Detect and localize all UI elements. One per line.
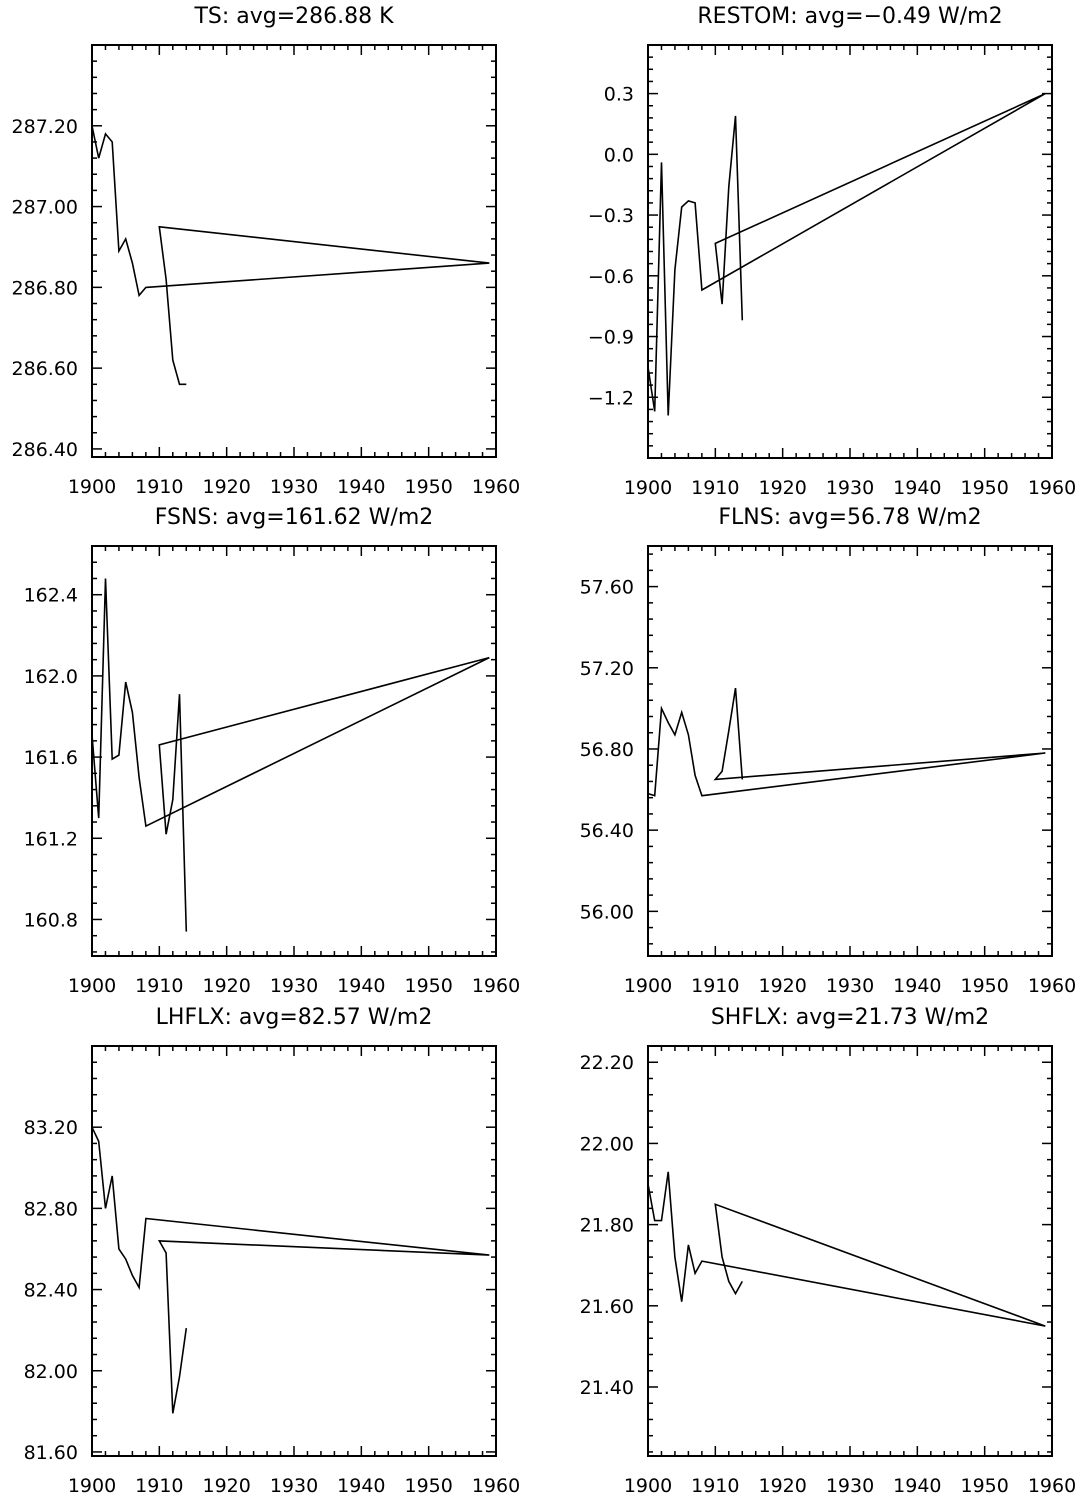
x-tick-label: 1930 bbox=[270, 975, 318, 997]
series-line-lhflx bbox=[91, 1126, 490, 1414]
y-tick-label: 81.60 bbox=[24, 1442, 78, 1464]
x-tick-label: 1930 bbox=[270, 1475, 318, 1494]
x-tick-label: 1900 bbox=[68, 975, 116, 997]
x-tick-label: 1900 bbox=[624, 975, 672, 997]
x-tick-label: 1950 bbox=[960, 1475, 1008, 1494]
x-tick-label: 1920 bbox=[758, 975, 806, 997]
plot-frame bbox=[91, 1045, 497, 1457]
y-tick-label: −0.3 bbox=[588, 205, 634, 227]
x-tick-label: 1920 bbox=[202, 1475, 250, 1494]
x-tick-label: 1950 bbox=[404, 1475, 452, 1494]
chart-title: FSNS: avg=161.62 W/m2 bbox=[155, 505, 434, 530]
chart-panel-6: SHFLX: avg=21.73 W/m2 1900 1910 1920 1930 194… bbox=[580, 1005, 1077, 1494]
y-tick-label: 21.80 bbox=[580, 1215, 634, 1237]
x-tick-label: 1920 bbox=[202, 975, 250, 997]
y-tick-label: 287.20 bbox=[12, 116, 78, 138]
x-tick-label: 1950 bbox=[404, 975, 452, 997]
x-tick-label: 1920 bbox=[202, 476, 250, 498]
y-tick-label: 161.6 bbox=[24, 747, 78, 769]
x-tick-label: 1960 bbox=[1028, 1475, 1076, 1494]
y-tick-label: 162.0 bbox=[24, 666, 78, 688]
x-tick-label: 1920 bbox=[758, 477, 806, 499]
y-tick-label: 57.20 bbox=[580, 658, 634, 680]
x-tick-label: 1960 bbox=[472, 1475, 520, 1494]
chart-title: SHFLX: avg=21.73 W/m2 bbox=[711, 1005, 989, 1030]
x-tick-label: 1900 bbox=[68, 476, 116, 498]
x-tick-label: 1950 bbox=[404, 476, 452, 498]
x-tick-label: 1960 bbox=[472, 975, 520, 997]
x-tick-label: 1940 bbox=[893, 975, 941, 997]
plot-frame bbox=[91, 44, 497, 458]
y-tick-label: 82.00 bbox=[24, 1361, 78, 1383]
y-tick-label: 0.3 bbox=[604, 84, 634, 106]
x-tick-label: 1940 bbox=[893, 477, 941, 499]
y-tick-label: 21.40 bbox=[580, 1377, 634, 1399]
x-tick-label: 1940 bbox=[337, 975, 385, 997]
plot-frame bbox=[91, 545, 497, 957]
y-tick-label: 162.4 bbox=[24, 585, 78, 607]
plot-frame bbox=[647, 1045, 1053, 1457]
x-tick-label: 1940 bbox=[337, 1475, 385, 1494]
y-tick-label: −0.6 bbox=[588, 266, 634, 288]
x-tick-label: 1940 bbox=[893, 1475, 941, 1494]
chart-panel-4: FLNS: avg=56.78 W/m2 1900 1910 1920 1930 1940… bbox=[580, 505, 1077, 997]
x-tick-label: 1950 bbox=[960, 477, 1008, 499]
x-tick-label: 1930 bbox=[826, 1475, 874, 1494]
x-tick-label: 1900 bbox=[68, 1475, 116, 1494]
x-tick-label: 1910 bbox=[135, 476, 183, 498]
x-tick-label: 1960 bbox=[1028, 975, 1076, 997]
series-line-flns bbox=[647, 687, 1046, 797]
series-line-fsns bbox=[91, 578, 490, 932]
series-line-restom bbox=[647, 92, 1046, 416]
chart-panel-3: FSNS: avg=161.62 W/m2 1900 1910 1920 1930 194… bbox=[24, 505, 521, 997]
x-tick-label: 1910 bbox=[691, 1475, 739, 1494]
y-tick-label: 286.60 bbox=[12, 358, 78, 380]
y-tick-label: 56.40 bbox=[580, 820, 634, 842]
y-tick-label: 56.80 bbox=[580, 739, 634, 761]
x-tick-label: 1900 bbox=[624, 477, 672, 499]
x-tick-label: 1920 bbox=[758, 1475, 806, 1494]
y-tick-label: 0.0 bbox=[604, 144, 634, 166]
chart-panel-1: TS: avg=286.88 K 1900 1910 1920 1930 1940 1950… bbox=[12, 4, 521, 498]
x-tick-label: 1960 bbox=[472, 476, 520, 498]
y-tick-label: 161.2 bbox=[24, 828, 78, 850]
x-tick-label: 1910 bbox=[691, 975, 739, 997]
y-tick-label: 286.40 bbox=[12, 439, 78, 461]
chart-panel-5: LHFLX: avg=82.57 W/m2 1900 1910 1920 1930 194… bbox=[24, 1005, 521, 1494]
x-tick-label: 1940 bbox=[337, 476, 385, 498]
chart-title: RESTOM: avg=−0.49 W/m2 bbox=[697, 4, 1002, 29]
x-tick-label: 1900 bbox=[624, 1475, 672, 1494]
y-tick-label: −1.2 bbox=[588, 387, 634, 409]
y-tick-label: 57.60 bbox=[580, 577, 634, 599]
y-tick-label: 21.60 bbox=[580, 1296, 634, 1318]
y-tick-label: 22.00 bbox=[580, 1133, 634, 1155]
chart-title: TS: avg=286.88 K bbox=[193, 4, 394, 29]
series-line-shflx bbox=[647, 1171, 1046, 1327]
plot-frame bbox=[647, 44, 1053, 459]
y-tick-label: 56.00 bbox=[580, 901, 634, 923]
x-tick-label: 1910 bbox=[135, 975, 183, 997]
y-tick-label: 160.8 bbox=[24, 909, 78, 931]
x-tick-label: 1930 bbox=[826, 975, 874, 997]
plot-frame bbox=[647, 545, 1053, 957]
series-line-ts bbox=[91, 125, 490, 386]
y-tick-label: 82.40 bbox=[24, 1280, 78, 1302]
y-tick-label: −0.9 bbox=[588, 327, 634, 349]
y-tick-label: 22.20 bbox=[580, 1052, 634, 1074]
y-tick-label: 286.80 bbox=[12, 277, 78, 299]
chart-panel-2: RESTOM: avg=−0.49 W/m2 1900 1910 1920 1930 19… bbox=[588, 4, 1076, 499]
x-tick-label: 1930 bbox=[826, 477, 874, 499]
y-tick-label: 83.20 bbox=[24, 1117, 78, 1139]
chart-title: FLNS: avg=56.78 W/m2 bbox=[718, 505, 981, 530]
x-tick-label: 1910 bbox=[691, 477, 739, 499]
x-tick-label: 1950 bbox=[960, 975, 1008, 997]
x-tick-label: 1930 bbox=[270, 476, 318, 498]
x-tick-label: 1960 bbox=[1028, 477, 1076, 499]
y-tick-label: 287.00 bbox=[12, 197, 78, 219]
chart-title: LHFLX: avg=82.57 W/m2 bbox=[156, 1005, 433, 1030]
y-tick-label: 82.80 bbox=[24, 1198, 78, 1220]
x-tick-label: 1910 bbox=[135, 1475, 183, 1494]
